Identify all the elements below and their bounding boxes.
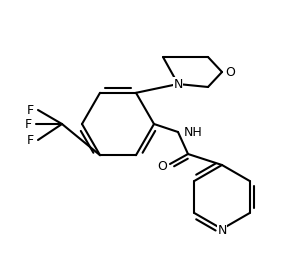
Text: F: F: [26, 104, 34, 116]
Text: O: O: [157, 159, 167, 172]
Text: N: N: [217, 224, 227, 237]
Text: F: F: [26, 134, 34, 147]
Text: O: O: [225, 66, 235, 79]
Text: F: F: [24, 118, 32, 131]
Text: NH: NH: [184, 125, 203, 138]
Text: N: N: [173, 78, 183, 91]
